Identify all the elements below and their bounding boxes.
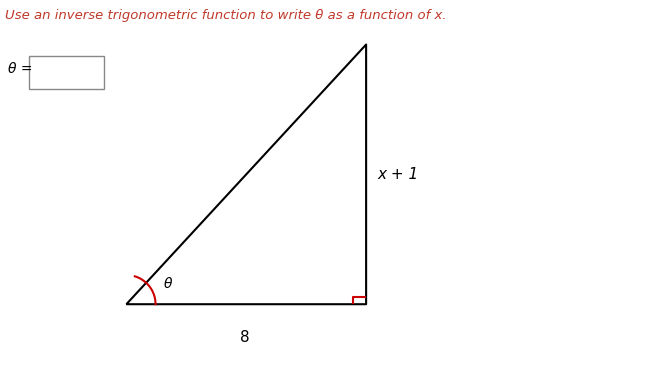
Text: x + 1: x + 1	[377, 167, 419, 182]
Text: 8: 8	[240, 330, 249, 345]
Text: Use an inverse trigonometric function to write θ as a function of x.: Use an inverse trigonometric function to…	[5, 9, 447, 22]
Text: θ =: θ =	[8, 62, 32, 76]
Bar	[29, 56, 104, 89]
Text: θ: θ	[163, 277, 172, 291]
